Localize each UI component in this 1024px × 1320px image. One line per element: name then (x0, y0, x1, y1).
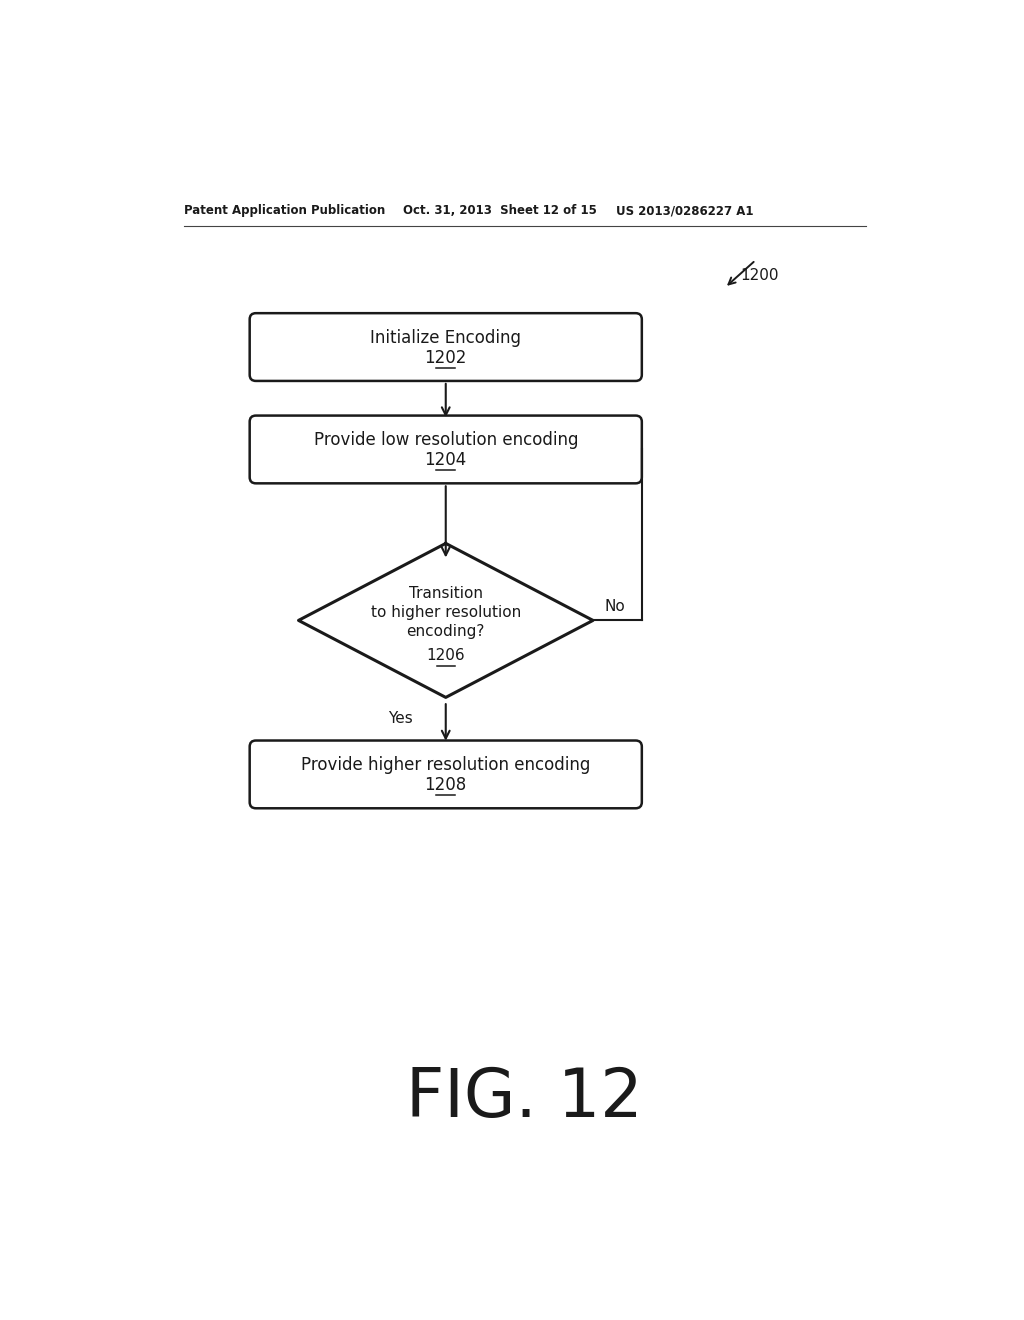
Text: No: No (604, 599, 626, 614)
Text: Initialize Encoding: Initialize Encoding (371, 329, 521, 347)
Polygon shape (299, 544, 593, 697)
Text: 1208: 1208 (425, 776, 467, 795)
Text: FIG. 12: FIG. 12 (407, 1065, 643, 1131)
Text: 1200: 1200 (740, 268, 778, 282)
Text: 1202: 1202 (425, 348, 467, 367)
FancyBboxPatch shape (250, 416, 642, 483)
Text: to higher resolution: to higher resolution (371, 605, 521, 620)
Text: 1204: 1204 (425, 451, 467, 469)
FancyBboxPatch shape (250, 741, 642, 808)
Text: encoding?: encoding? (407, 624, 485, 639)
Text: Provide higher resolution encoding: Provide higher resolution encoding (301, 756, 591, 774)
FancyBboxPatch shape (250, 313, 642, 381)
Text: Patent Application Publication: Patent Application Publication (183, 205, 385, 218)
Text: Provide low resolution encoding: Provide low resolution encoding (313, 432, 578, 449)
Text: US 2013/0286227 A1: US 2013/0286227 A1 (616, 205, 754, 218)
Text: Oct. 31, 2013  Sheet 12 of 15: Oct. 31, 2013 Sheet 12 of 15 (403, 205, 597, 218)
Text: 1206: 1206 (426, 648, 465, 664)
Text: Transition: Transition (409, 586, 482, 601)
Text: Yes: Yes (388, 711, 413, 726)
